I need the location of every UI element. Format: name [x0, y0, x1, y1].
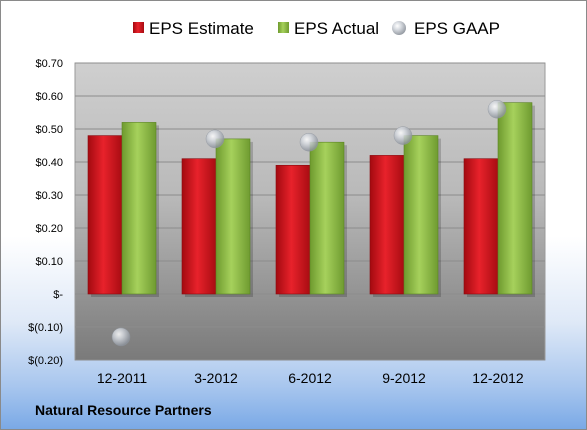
eps-estimate-bar: [369, 155, 405, 295]
legend-label-eps-estimate: EPS Estimate: [149, 19, 254, 38]
legend-swatch-eps-actual: [278, 22, 289, 33]
y-tick-label: $(0.10): [28, 322, 63, 334]
eps-actual-bar: [403, 135, 439, 295]
eps-gaap-point: [487, 99, 507, 119]
y-tick-label: $0.20: [35, 223, 63, 235]
eps-gaap-point: [205, 129, 225, 149]
gaap-points: [111, 99, 507, 347]
y-tick-label: $0.50: [35, 124, 63, 136]
x-tick-label: 6-2012: [288, 370, 332, 386]
x-axis-ticks: 12-2011 3-2012 6-2012 9-2012 12-2012: [97, 370, 524, 386]
legend-marker-eps-gaap: [392, 21, 406, 35]
y-tick-label: $0.30: [35, 190, 63, 202]
eps-estimate-bar: [87, 135, 123, 295]
x-tick-label: 9-2012: [382, 370, 426, 386]
y-tick-label: $(0.20): [28, 355, 63, 367]
x-tick-label: 3-2012: [194, 370, 238, 386]
x-tick-label: 12-2011: [97, 370, 148, 386]
x-tick-label: 12-2012: [472, 370, 524, 386]
legend-label-eps-gaap: EPS GAAP: [414, 19, 500, 38]
eps-estimate-bar: [181, 158, 217, 295]
eps-actual-bar: [121, 122, 157, 295]
y-tick-label: $0.40: [35, 157, 63, 169]
eps-gaap-point: [299, 132, 319, 152]
bars: [87, 102, 535, 298]
eps-estimate-bar: [463, 158, 499, 295]
eps-estimate-bar: [275, 165, 311, 295]
company-name: Natural Resource Partners: [35, 402, 212, 418]
y-tick-label: $0.10: [35, 256, 63, 268]
eps-actual-bar: [215, 138, 251, 295]
eps-actual-bar: [497, 102, 533, 295]
eps-gaap-point: [111, 327, 131, 347]
eps-gaap-point: [393, 126, 413, 145]
legend: EPS Estimate EPS Actual EPS GAAP: [133, 19, 500, 38]
y-axis-ticks: $0.70 $0.60 $0.50 $0.40 $0.30 $0.20 $0.10 $- $(0…: [28, 58, 63, 367]
legend-label-eps-actual: EPS Actual: [294, 19, 379, 38]
eps-actual-bar: [309, 141, 345, 295]
y-tick-label: $0.70: [35, 58, 63, 70]
y-tick-label: $-: [53, 289, 63, 301]
legend-swatch-eps-estimate: [133, 22, 144, 33]
y-tick-label: $0.60: [35, 91, 63, 103]
